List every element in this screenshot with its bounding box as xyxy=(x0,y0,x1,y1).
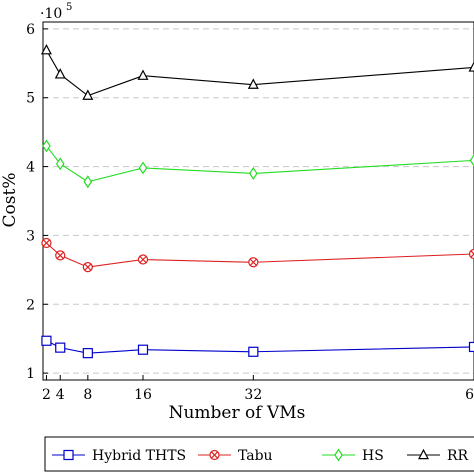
marker-triangle xyxy=(468,61,474,72)
y-axis-label: Cost% xyxy=(0,173,20,228)
data-point xyxy=(468,61,474,72)
plot-frame xyxy=(42,21,474,381)
marker-cross xyxy=(470,250,474,255)
axis-ticks: 123456248163264 xyxy=(26,22,474,403)
marker-cross xyxy=(42,239,51,247)
data-point xyxy=(248,346,259,357)
marker-triangle xyxy=(54,68,66,79)
grid-lines xyxy=(43,28,474,374)
legend-marker xyxy=(334,448,343,462)
y-tick-label: 3 xyxy=(26,228,35,244)
marker-triangle xyxy=(82,89,94,100)
data-point xyxy=(83,175,93,189)
marker-cross xyxy=(139,255,147,264)
marker-square xyxy=(82,348,93,359)
x-axis-label: Number of VMs xyxy=(169,403,306,423)
marker-square xyxy=(63,449,74,461)
marker-diamond xyxy=(469,153,474,167)
data-point xyxy=(54,68,66,79)
marker-square xyxy=(41,335,52,346)
data-point xyxy=(82,89,94,100)
marker-cross xyxy=(249,258,257,266)
data-point xyxy=(468,341,474,353)
y-axis-multiplier: ·10 xyxy=(40,6,62,22)
data-point xyxy=(469,153,474,167)
legend-label: RR xyxy=(447,448,469,464)
series-line xyxy=(46,242,474,268)
data-point xyxy=(55,342,66,353)
data-point xyxy=(82,348,93,359)
data-point xyxy=(137,344,149,355)
data-point xyxy=(41,237,52,249)
x-tick-label: 64 xyxy=(465,387,474,403)
x-tick-label: 32 xyxy=(244,387,262,403)
series-hs xyxy=(42,139,474,189)
x-tick-label: 4 xyxy=(56,387,65,403)
series-group xyxy=(40,43,474,359)
data-point xyxy=(137,69,149,80)
legend: Hybrid THTS Tabu HS RR xyxy=(52,448,469,464)
legend-marker xyxy=(209,449,220,461)
legend-label: HS xyxy=(362,448,384,464)
marker-triangle xyxy=(418,448,429,460)
series-line xyxy=(45,49,474,97)
marker-square xyxy=(55,342,66,353)
legend-label: Tabu xyxy=(238,448,273,464)
data-point xyxy=(138,161,148,175)
marker-cross xyxy=(210,451,219,459)
legend-item: Tabu xyxy=(198,448,273,464)
legend-box xyxy=(44,436,474,472)
marker-diamond xyxy=(334,448,343,462)
marker-square xyxy=(468,341,474,353)
series-tabu xyxy=(41,237,474,273)
series-line xyxy=(46,340,474,354)
marker-triangle xyxy=(247,78,259,89)
data-point xyxy=(40,43,52,55)
legend-label: Hybrid THTS xyxy=(92,448,186,464)
data-point xyxy=(468,248,474,260)
data-point xyxy=(41,335,52,346)
marker-square xyxy=(248,346,259,357)
legend-item: HS xyxy=(322,448,384,464)
data-point xyxy=(82,261,93,273)
data-point xyxy=(55,250,66,261)
y-tick-label: 1 xyxy=(26,366,35,382)
legend-marker xyxy=(63,449,74,461)
x-tick-label: 2 xyxy=(42,387,51,403)
y-tick-label: 6 xyxy=(26,22,35,38)
marker-triangle xyxy=(137,69,149,80)
y-tick-label: 4 xyxy=(26,160,35,176)
x-tick-label: 8 xyxy=(83,387,92,403)
series-hybrid-thts xyxy=(41,335,474,359)
series-line xyxy=(46,145,474,183)
x-tick-label: 16 xyxy=(134,387,152,403)
marker-cross xyxy=(56,251,64,259)
marker-triangle xyxy=(40,43,52,55)
marker-cross xyxy=(84,263,92,271)
marker-square xyxy=(137,344,149,355)
marker-diamond xyxy=(42,139,51,153)
marker-circle xyxy=(468,248,474,260)
legend-item: Hybrid THTS xyxy=(52,448,186,464)
y-axis-multiplier-exponent: 5 xyxy=(66,2,72,13)
marker-cross xyxy=(470,253,474,258)
marker-diamond xyxy=(249,166,258,180)
marker-diamond xyxy=(55,157,65,171)
data-point xyxy=(249,166,258,180)
legend-marker xyxy=(418,448,429,460)
series-rr xyxy=(40,43,474,100)
data-point xyxy=(248,257,259,268)
data-point xyxy=(137,254,149,265)
data-point xyxy=(247,78,259,89)
marker-diamond xyxy=(138,161,148,175)
marker-diamond xyxy=(83,175,93,189)
data-point xyxy=(42,139,51,153)
data-point xyxy=(55,157,65,171)
legend-item: RR xyxy=(407,448,469,464)
y-tick-label: 2 xyxy=(26,297,35,313)
y-tick-label: 5 xyxy=(26,91,35,107)
